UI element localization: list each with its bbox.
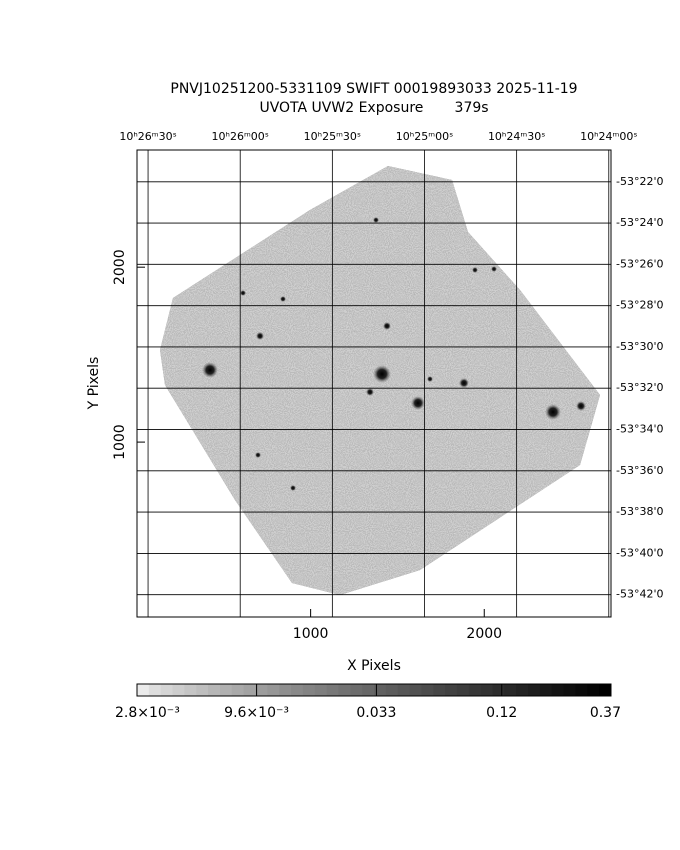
dec-tick-label: -53°24'0: [616, 216, 664, 229]
colorbar-band: [456, 684, 470, 696]
colorbar-band: [563, 684, 576, 696]
dec-tick-label: -53°40'0: [616, 546, 664, 559]
colorbar-band: [468, 684, 482, 696]
dec-tick-label: -53°22'0: [616, 175, 664, 188]
colorbar-band: [172, 684, 185, 696]
dec-tick-label: -53°42'0: [616, 588, 664, 601]
star: [459, 378, 469, 388]
x-tick-label: 1000: [293, 626, 329, 642]
colorbar-band: [267, 684, 280, 696]
star: [255, 452, 261, 458]
ra-tick-label: 10ʰ26ᵐ30ˢ: [119, 130, 176, 143]
colorbar-band: [492, 684, 505, 696]
colorbar-band: [231, 684, 245, 696]
colorbar-band: [421, 684, 434, 696]
colorbar-band: [291, 684, 304, 696]
colorbar-band: [326, 684, 339, 696]
star: [472, 267, 478, 273]
star: [576, 401, 586, 411]
colorbar-tick-label: 0.37: [590, 705, 621, 721]
star: [366, 388, 374, 396]
colorbar-band: [255, 684, 268, 696]
colorbar-band: [279, 684, 292, 696]
chart-title: PNVJ10251200-5331109 SWIFT 00019893033 2…: [170, 81, 577, 97]
colorbar-band: [196, 684, 209, 696]
colorbar-band: [551, 684, 565, 696]
colorbar-band: [445, 684, 458, 696]
star: [202, 362, 218, 378]
dec-tick-label: -53°34'0: [616, 423, 664, 436]
dec-tick-label: -53°26'0: [616, 257, 664, 270]
colorbar-tick-label: 9.6×10⁻³: [224, 705, 289, 721]
colorbar-band: [208, 684, 221, 696]
star: [383, 322, 391, 330]
colorbar-band: [137, 684, 150, 696]
colorbar-band: [539, 684, 553, 696]
colorbar-band: [374, 684, 387, 696]
dec-tick-label: -53°36'0: [616, 464, 664, 477]
star: [256, 332, 264, 340]
colorbar-band: [362, 684, 375, 696]
colorbar-band: [243, 684, 256, 696]
colorbar-band: [350, 684, 363, 696]
colorbar-band: [302, 684, 316, 696]
star: [290, 485, 296, 491]
x-axis-label: X Pixels: [347, 658, 401, 674]
plot-frame: [136, 149, 612, 618]
colorbar-tick-label: 0.033: [356, 705, 396, 721]
chart-subtitle: UVOTA UVW2 Exposure 379s: [259, 100, 488, 116]
colorbar-band: [338, 684, 351, 696]
star: [491, 266, 497, 272]
colorbar-band: [599, 684, 612, 696]
colorbar-band: [504, 684, 517, 696]
star: [240, 290, 246, 296]
colorbar-band: [314, 684, 328, 696]
ra-tick-label: 10ʰ26ᵐ00ˢ: [212, 130, 269, 143]
colorbar-band: [148, 684, 162, 696]
y-axis-label: Y Pixels: [86, 357, 102, 411]
star: [545, 404, 561, 420]
star: [373, 217, 379, 223]
dec-tick-label: -53°38'0: [616, 505, 664, 518]
colorbar-band: [219, 684, 233, 696]
star: [373, 365, 391, 383]
star: [411, 396, 425, 410]
ra-tick-label: 10ʰ25ᵐ30ˢ: [304, 130, 361, 143]
star: [427, 376, 433, 382]
dec-tick-label: -53°30'0: [616, 340, 664, 353]
colorbar-band: [184, 684, 197, 696]
colorbar-band: [516, 684, 529, 696]
colorbar-tick-label: 2.8×10⁻³: [115, 705, 180, 721]
ra-tick-label: 10ʰ24ᵐ00ˢ: [580, 130, 637, 143]
colorbar-band: [587, 684, 600, 696]
colorbar-band: [385, 684, 399, 696]
colorbar-band: [480, 684, 493, 696]
star: [280, 296, 286, 302]
ra-tick-label: 10ʰ25ᵐ00ˢ: [396, 130, 453, 143]
colorbar-band: [575, 684, 588, 696]
colorbar-band: [433, 684, 446, 696]
x-tick-label: 2000: [466, 626, 502, 642]
y-tick-label: 2000: [112, 249, 128, 285]
colorbar-band: [397, 684, 411, 696]
colorbar-band: [160, 684, 174, 696]
y-tick-label: 1000: [112, 424, 128, 460]
dec-tick-label: -53°32'0: [616, 381, 664, 394]
colorbar-band: [528, 684, 541, 696]
dec-tick-label: -53°28'0: [616, 299, 664, 312]
sky-image: [160, 166, 600, 595]
colorbar-tick-label: 0.12: [486, 705, 517, 721]
ra-tick-label: 10ʰ24ᵐ30ˢ: [488, 130, 545, 143]
colorbar-band: [409, 684, 422, 696]
